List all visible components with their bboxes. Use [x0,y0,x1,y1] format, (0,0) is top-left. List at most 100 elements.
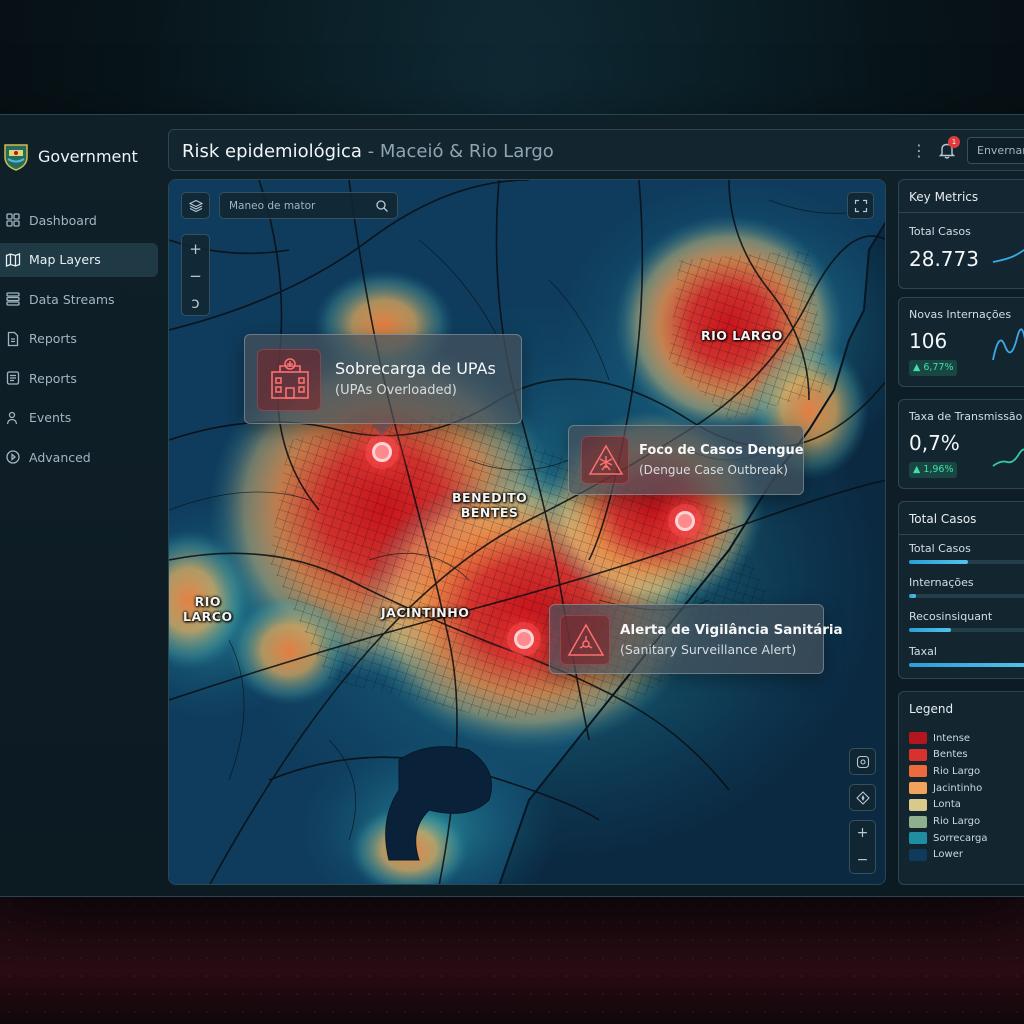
backdrop-floor [0,895,1024,1024]
breakdown-panel: Total Casos Total Casos Internações Reco… [898,501,1024,679]
bottom-zoom-in-button[interactable]: + [856,825,869,841]
sidebar-item-advanced[interactable]: Advanced [0,440,158,474]
bell-icon[interactable] [937,140,957,160]
legend-label: Bentes [933,749,968,761]
breakdown-bar [909,560,1024,564]
notification-badge: 1 [948,136,960,148]
zoom-in-button[interactable]: + [189,239,202,258]
heat-map[interactable]: + − ↄ + − RIO LARGO BENEDITO BENTES JACI… [168,179,886,885]
legend-title: Legend [909,702,954,716]
biohazard-warning-icon [567,623,605,656]
taxa-value: 0,7% [909,431,960,455]
legend-item: Bentes [909,748,968,761]
user-menu[interactable]: Envernan [967,137,1024,164]
city-label-benedito-bentes: BENEDITO BENTES [452,490,527,520]
alert-title: Foco de Casos Dengue [639,443,804,458]
stack-icon [6,292,20,306]
map-search[interactable] [219,192,398,219]
search-icon[interactable] [375,199,389,213]
legend-swatch [909,732,927,744]
alert-subtitle: (Dengue Case Outbreak) [639,463,788,477]
alert-pin-sanitary[interactable] [514,629,534,649]
page-title: Risk epidemiológica - Maceió & Rio Largo [182,141,554,162]
legend-swatch [909,748,927,761]
sidebar-item-label: Dashboard [29,212,97,228]
locate-button[interactable] [849,748,876,775]
sidebar-item-map-layers[interactable]: Map Layers [0,242,158,277]
sidebar: Government Dashboard Map Layers Data Str… [0,115,162,896]
breakdown-bar [909,663,1024,667]
key-metrics-panel: Key Metrics Total Casos 28.773 [898,179,1024,289]
alert-card-upa-overload[interactable]: Sobrecarga de UPAs (UPAs Overloaded) [244,334,522,424]
legend-item: Rio Largo [909,815,980,828]
sidebar-item-events[interactable]: Events [0,401,158,435]
sidebar-item-reports-2[interactable]: Reports [0,361,158,395]
legend-label: Jacintinho [933,782,983,794]
legend-item: Lower [909,848,963,861]
sidebar-item-label: Reports [29,331,77,346]
title-separator: - [361,141,380,162]
breakdown-row-label: Recosinsiquant [909,610,993,623]
hospital-icon-box [257,349,321,411]
legend-swatch [909,765,927,778]
legend-item: Sorrecarga [909,832,987,845]
alert-pin-dengue[interactable] [675,511,695,531]
city-label-rio-larco: RIO LARCO [183,594,233,624]
total-casos-sparkline [992,248,1024,263]
rotate-button[interactable]: ↄ [191,293,200,312]
sidebar-item-reports[interactable]: Reports [0,322,158,356]
legend-item: Lonta [909,798,961,811]
zoom-controls: + − ↄ [181,234,210,316]
biohazard-icon-box [560,615,610,665]
bottom-zoom-out-button[interactable]: − [856,852,869,868]
novas-value: 106 [909,329,948,353]
breakdown-title: Total Casos [909,512,977,526]
zoom-out-button[interactable]: − [189,266,202,285]
bottom-zoom-controls: + − [849,820,876,874]
breakdown-bar-fill [909,663,1024,667]
divider [899,212,1024,213]
alert-card-sanitary-surveillance[interactable]: Alerta de Vigilância Sanitária (Sanitary… [549,604,843,674]
city-label-rio-largo: RIO LARGO [701,328,783,343]
breakdown-bar [909,594,1024,598]
key-metrics-title: Key Metrics [909,190,979,204]
map-icon [5,252,21,267]
top-header: Risk epidemiológica - Maceió & Rio Largo… [168,129,1024,171]
sidebar-item-label: Map Layers [29,252,101,267]
alert-subtitle: (Sanitary Surveillance Alert) [620,642,797,657]
novas-sparkline [992,328,1024,361]
person-icon [6,411,18,424]
grid-icon [6,213,20,227]
mosquito-icon-box [581,436,629,484]
breakdown-row-label: Taxal [909,645,937,658]
play-circle-icon [6,450,20,464]
compass-icon [855,790,870,805]
coat-of-arms-icon [4,144,28,171]
legend-swatch [909,815,927,828]
more-options-icon[interactable]: ⋮ [911,141,927,160]
alert-pin-upa[interactable] [372,442,392,462]
sidebar-item-data-streams[interactable]: Data Streams [0,282,158,316]
alert-title: Alerta de Vigilância Sanitária [620,622,843,638]
list-document-icon [6,371,20,385]
alert-subtitle: (UPAs Overloaded) [335,383,457,398]
sidebar-item-dashboard[interactable]: Dashboard [0,203,158,237]
fullscreen-button[interactable] [847,192,874,219]
legend-swatch [909,832,927,845]
taxa-transmissao-card: Taxa de Transmissão 0,7% ▲ 1,96% [898,399,1024,489]
total-casos-value: 28.773 [909,247,979,271]
alert-card-dengue-outbreak[interactable]: Foco de Casos Dengue (Dengue Case Outbre… [568,425,804,495]
heat-map-canvas[interactable] [169,180,886,885]
mosquito-warning-icon [588,444,624,475]
legend-label: Lower [933,849,963,861]
total-casos-label: Total Casos [909,225,971,238]
layers-button[interactable] [181,192,210,219]
breakdown-bar-fill [909,628,951,632]
document-icon [7,331,19,346]
alert-title: Sobrecarga de UPAs [335,359,496,378]
search-input[interactable] [220,193,370,218]
expand-icon [854,199,867,212]
alert-pointer [372,424,392,436]
compass-button[interactable] [849,784,876,811]
taxa-change-badge: ▲ 1,96% [909,462,957,478]
